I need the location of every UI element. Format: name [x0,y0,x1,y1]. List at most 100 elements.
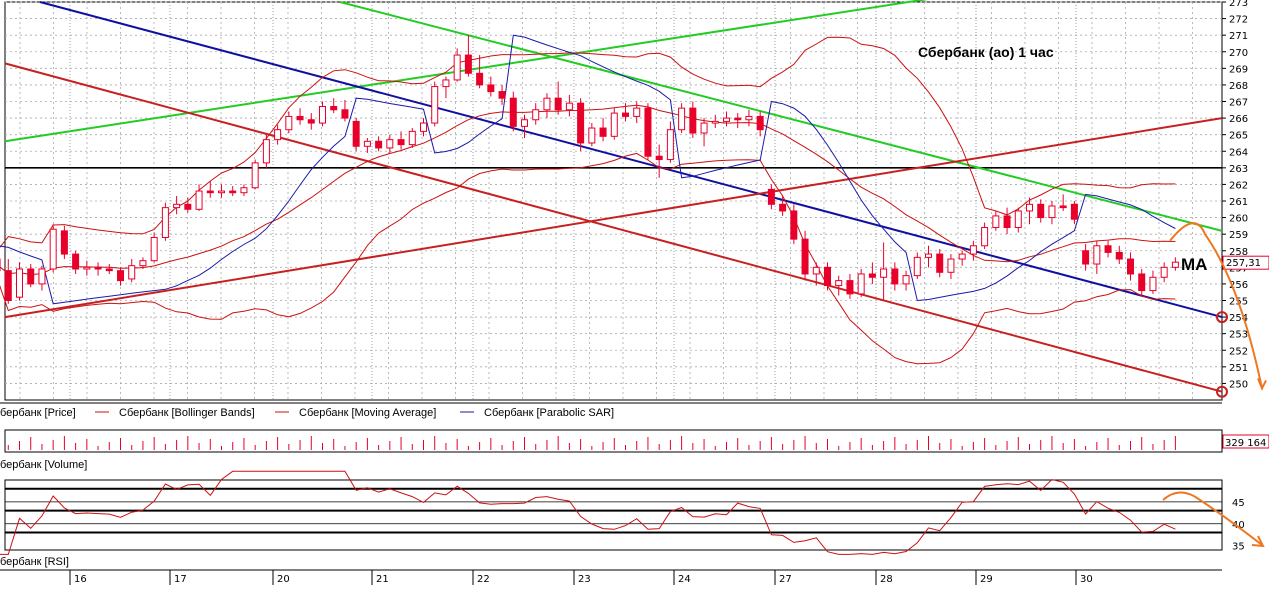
candle-body [711,120,719,124]
candle-body [431,86,439,124]
candle-body [83,266,91,270]
candle-body [1115,251,1123,260]
candle-body [521,119,528,127]
price-tick-label: 259 [1229,230,1248,241]
rsi-projection [1162,491,1263,546]
volume-value: 329 164 [1225,438,1266,449]
price-tick-label: 262 [1229,180,1248,191]
price-axis: 2502512522532542552562572582592602612622… [1222,0,1269,390]
price-tick-label: 263 [1229,164,1248,175]
price-tick-label: 258 [1229,247,1248,258]
candle-body [958,253,966,260]
legend-entry: Сбербанк [Parabolic SAR] [484,407,614,419]
candle-body [577,102,585,144]
candle-body [420,122,427,132]
bollinger-upper [0,36,1176,249]
candle-body [4,270,12,301]
candle-body [1014,210,1022,229]
x-tick-label: 24 [678,574,691,585]
candle-body [700,122,708,134]
candle-body [981,227,989,247]
candle-body [375,140,383,149]
candle-body [363,140,371,147]
candle-body [633,107,641,117]
candle-body [902,275,910,285]
last-price-label: 257,31 [1226,258,1261,269]
price-tick-label: 250 [1229,379,1248,390]
candle-body [1093,245,1101,265]
candle-body [610,112,618,137]
price-tick-label: 261 [1229,197,1248,208]
candle-body [1138,273,1146,292]
price-tick-label: 273 [1229,0,1248,9]
candle-body [1070,203,1078,220]
price-tick-label: 270 [1229,48,1248,59]
price-tick-label: 266 [1229,114,1248,125]
rsi-label: бербанк [RSI] [0,556,69,568]
candle-body [195,190,203,210]
price-tick-label: 271 [1229,31,1248,42]
candle-body [150,236,158,262]
price-projection-head [1257,378,1267,391]
candle-body [330,105,338,111]
candle-body [49,228,57,270]
candle-body [678,107,686,131]
candle-body [1082,250,1090,265]
price-tick-label: 272 [1229,15,1248,26]
projection-arrows [1162,222,1267,548]
candle-body [27,268,35,285]
candle-body [599,127,607,137]
candle-body [812,266,820,275]
price-grid [4,1,1223,401]
candle-body [1171,261,1179,268]
candle-body [307,119,315,124]
legend-entry: бербанк [Price] [0,407,76,419]
rsi-frame [4,479,1223,551]
rsi-tick-label: 35 [1232,542,1245,553]
blue-channel-line [39,1,1223,319]
candle-body [352,120,360,147]
candle-body [128,265,136,280]
candle-body [969,245,977,255]
candle-body [408,130,416,146]
candle-body [790,210,798,240]
x-tick-label: 16 [74,574,87,585]
candle-body [1003,215,1011,229]
candle-body [240,187,248,194]
candle-body [947,258,955,273]
price-tick-label: 260 [1229,214,1248,225]
candle-body [509,97,517,127]
bollinger-lower [0,152,1176,365]
candle-body [622,112,629,117]
candle-body [173,203,181,209]
candle-body [835,280,843,287]
candle-body [588,127,596,144]
candle-body [846,280,854,295]
candle-body [94,266,102,270]
rsi-panel: 45 40 35 бербанк [RSI] [0,470,1245,568]
volume-frame [4,429,1223,453]
x-tick-label: 30 [1080,574,1093,585]
x-axis: 16 17 20 21 22 23 24 27 28 29 30 [0,569,1222,585]
candle-body [767,188,775,205]
candle-body [386,139,394,149]
price-tick-label: 254 [1229,313,1248,324]
candle-body [487,84,495,93]
candle-body [442,79,450,88]
candle-body [262,139,270,164]
candle-body [139,260,147,267]
legend: бербанк [Price] Сбербанк [Bollinger Bands… [0,402,1222,419]
candle-body [1026,203,1033,212]
candle-body [734,117,742,121]
parabolic-sar [0,34,1176,305]
candle-body [38,268,46,285]
candle-body [745,115,753,121]
rsi-projection-head [1251,535,1265,548]
x-tick-label: 22 [477,574,490,585]
price-projection [1169,222,1263,389]
rsi-tick-label: 45 [1232,498,1245,509]
candle-body [1104,245,1112,253]
candle-body [857,273,865,295]
volume-label: бербанк [Volume] [0,459,87,471]
price-tick-label: 269 [1229,64,1248,75]
